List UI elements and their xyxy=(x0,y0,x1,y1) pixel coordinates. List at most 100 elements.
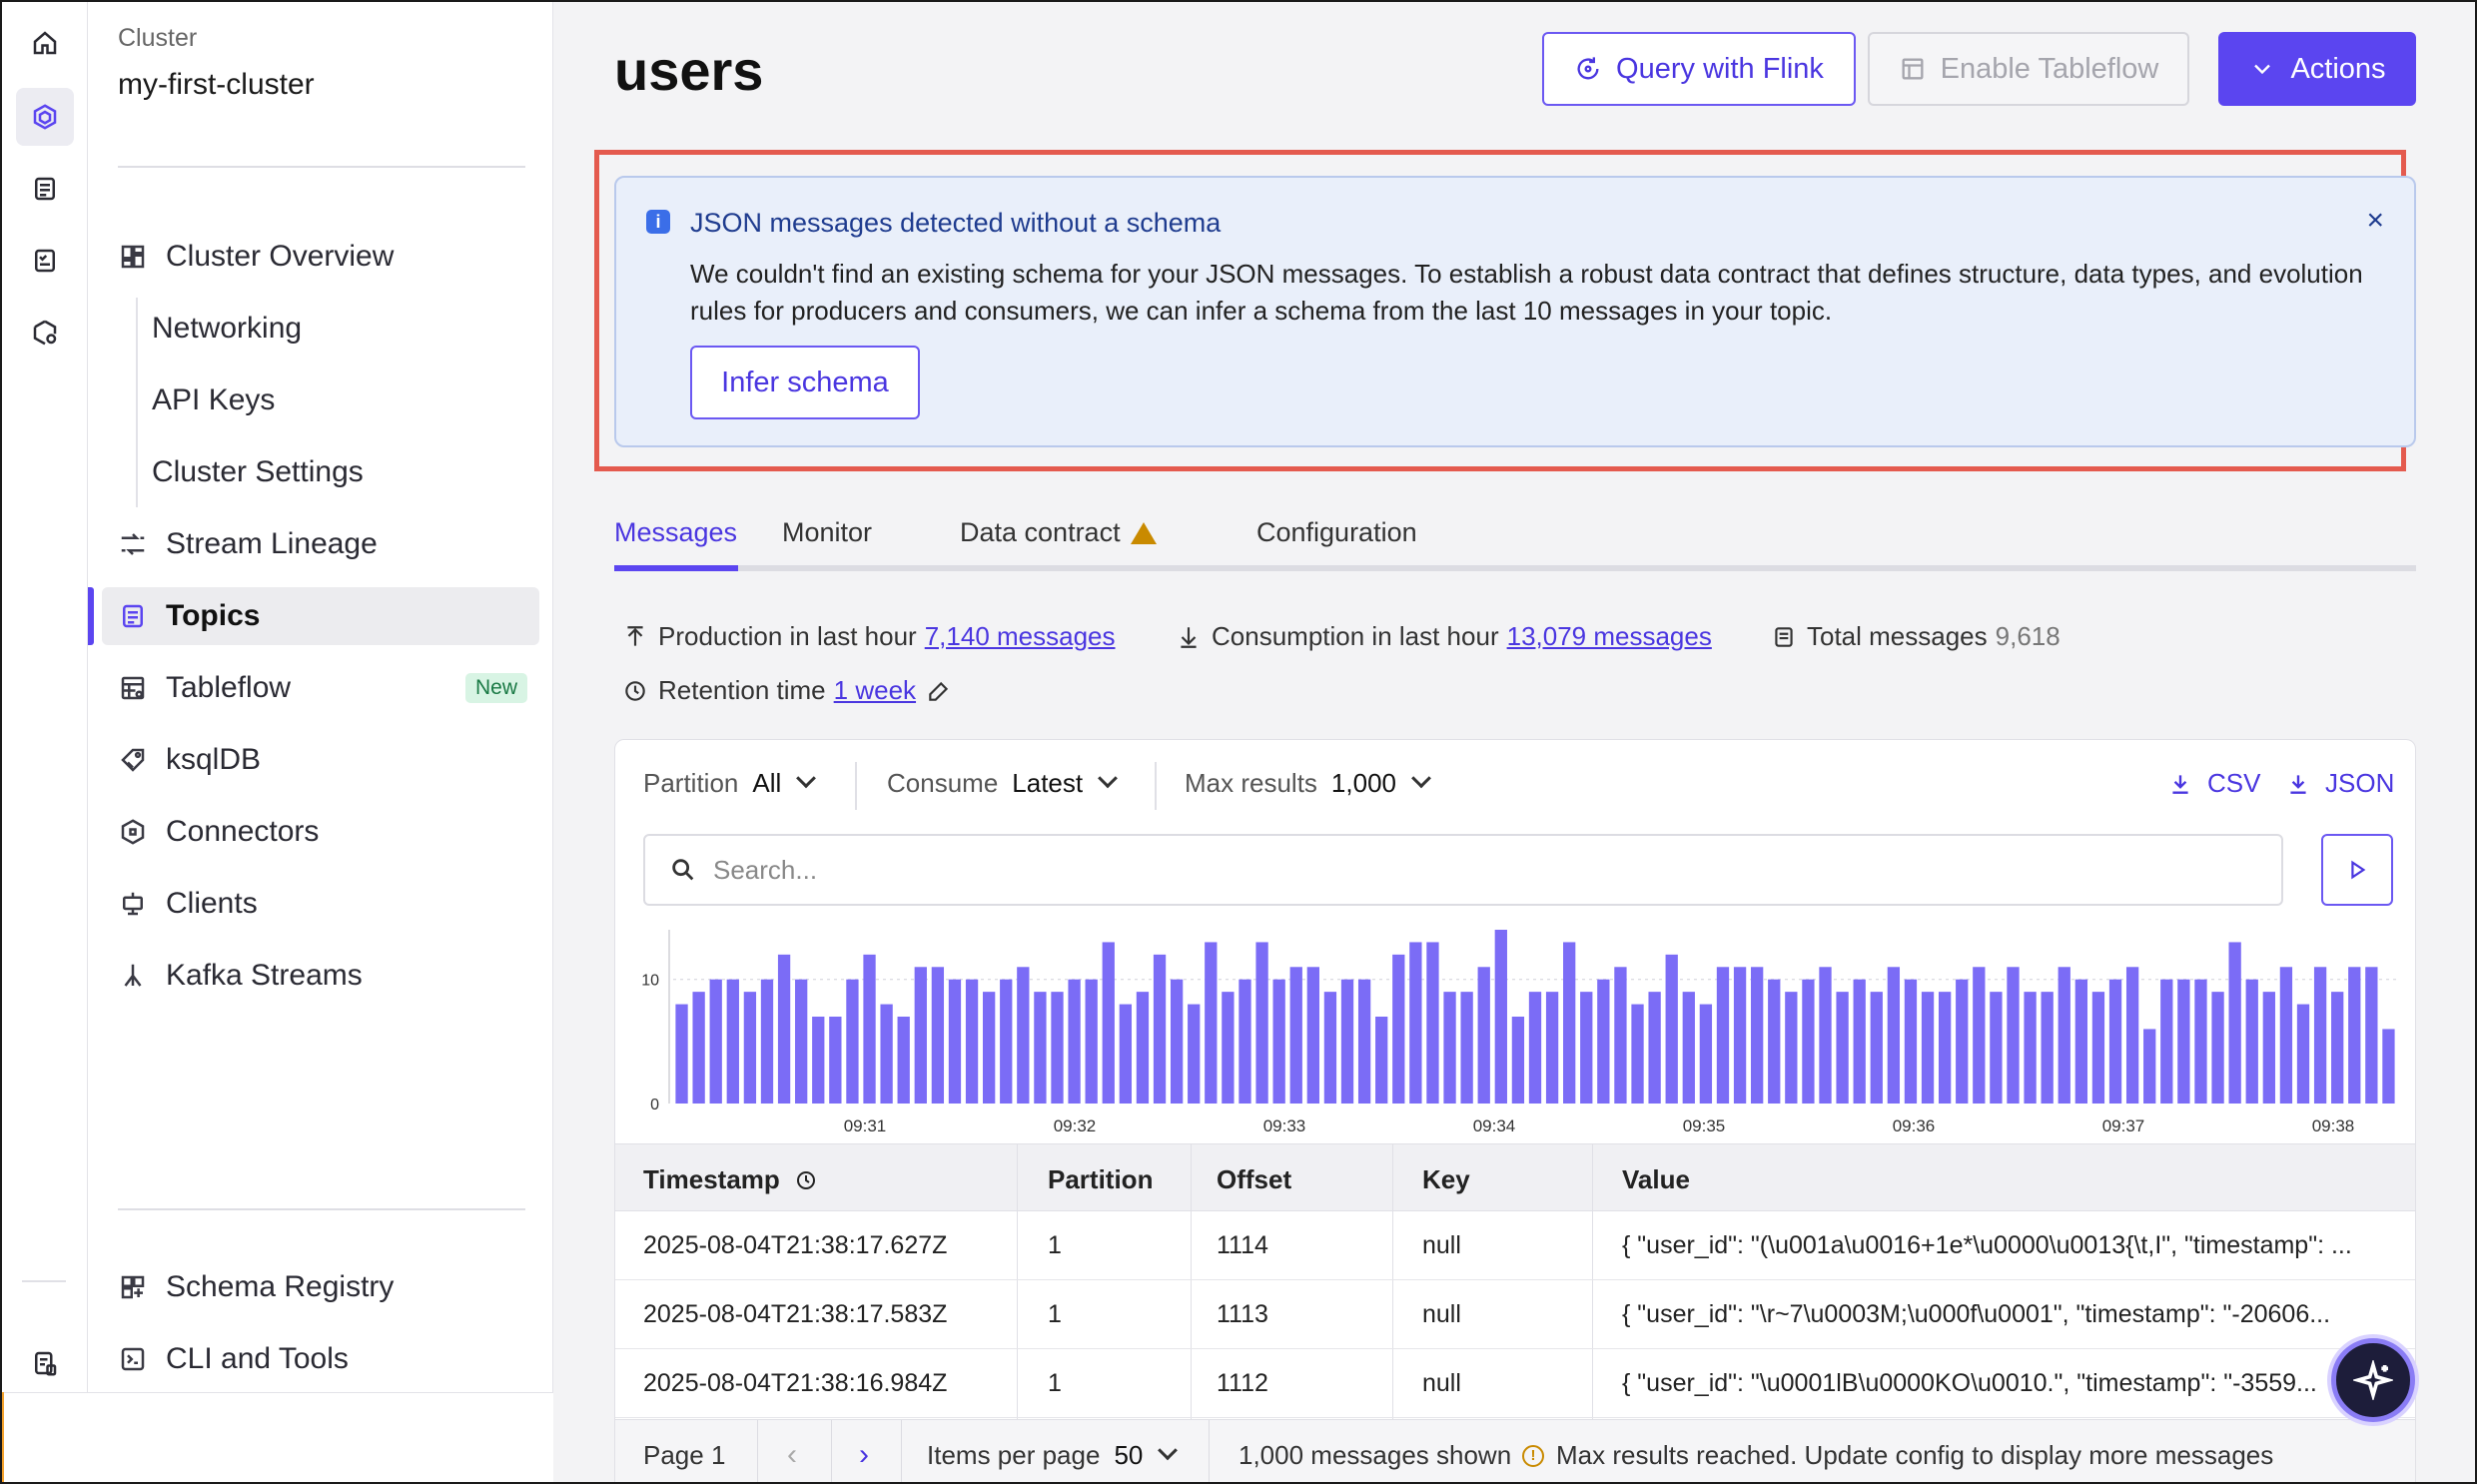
histogram-bar[interactable] xyxy=(2074,979,2087,1104)
histogram-bar[interactable] xyxy=(2177,979,2190,1104)
table-row[interactable]: 2025-08-04T21:38:17.583Z 1 1113 null { "… xyxy=(615,1280,2415,1349)
sidebar-item-schema-registry[interactable]: Schema Registry xyxy=(102,1258,539,1316)
search-input[interactable] xyxy=(713,854,2211,886)
sidebar-item-kafka-streams[interactable]: Kafka Streams xyxy=(102,947,539,1005)
consume-select[interactable]: Consume Latest xyxy=(887,767,1119,799)
histogram-bar[interactable] xyxy=(1119,1004,1133,1104)
items-per-page-select[interactable]: Items per page 50 xyxy=(927,1439,1179,1471)
histogram-bar[interactable] xyxy=(1716,967,1730,1104)
table-row[interactable]: 2025-08-04T21:38:17.627Z 1 1114 null { "… xyxy=(615,1211,2415,1280)
histogram-bar[interactable] xyxy=(914,967,927,1104)
histogram-bar[interactable] xyxy=(709,979,722,1104)
sidebar-item-networking[interactable]: Networking xyxy=(102,300,539,358)
histogram-bar[interactable] xyxy=(2262,992,2275,1104)
histogram-bar[interactable] xyxy=(1136,992,1150,1104)
histogram-bar[interactable] xyxy=(1990,992,2003,1104)
tab-monitor[interactable]: Monitor xyxy=(782,517,872,548)
histogram-bar[interactable] xyxy=(1222,992,1235,1104)
histogram-bar[interactable] xyxy=(2382,1029,2395,1104)
histogram-bar[interactable] xyxy=(880,1004,893,1104)
histogram-bar[interactable] xyxy=(1699,1004,1713,1104)
histogram-bar[interactable] xyxy=(2143,1029,2156,1104)
home-icon[interactable] xyxy=(16,14,74,72)
histogram-bar[interactable] xyxy=(1205,942,1218,1104)
histogram-bar[interactable] xyxy=(1819,967,1832,1104)
histogram-bar[interactable] xyxy=(1648,992,1661,1104)
histogram-bar[interactable] xyxy=(1631,1004,1644,1104)
histogram-bar[interactable] xyxy=(1460,992,1473,1104)
histogram-bar[interactable] xyxy=(2331,992,2344,1104)
histogram-bar[interactable] xyxy=(1409,942,1422,1104)
histogram-bar[interactable] xyxy=(1802,979,1815,1104)
histogram-bar[interactable] xyxy=(1068,979,1081,1104)
histogram-bar[interactable] xyxy=(1545,992,1559,1104)
histogram-bar[interactable] xyxy=(1665,954,1678,1104)
histogram-bar[interactable] xyxy=(846,979,859,1104)
histogram-bar[interactable] xyxy=(983,992,996,1104)
stream-governance-icon[interactable] xyxy=(16,232,74,290)
histogram-bar[interactable] xyxy=(1785,992,1798,1104)
tab-configuration[interactable]: Configuration xyxy=(1256,517,1417,548)
histogram-bar[interactable] xyxy=(1477,967,1490,1104)
histogram-bar[interactable] xyxy=(2041,992,2054,1104)
environments-icon[interactable] xyxy=(16,88,74,146)
consumption-link[interactable]: 13,079 messages xyxy=(1506,621,1712,651)
histogram-bar[interactable] xyxy=(1017,967,1030,1104)
histogram-bar[interactable] xyxy=(675,1004,688,1104)
billing-icon[interactable] xyxy=(16,1334,74,1392)
histogram-bar[interactable] xyxy=(1238,979,1251,1104)
histogram-bar[interactable] xyxy=(1188,1004,1201,1104)
retention-link[interactable]: 1 week xyxy=(833,675,917,705)
histogram-bar[interactable] xyxy=(2245,979,2258,1104)
histogram-bar[interactable] xyxy=(1085,979,1098,1104)
histogram-bar[interactable] xyxy=(692,992,705,1104)
download-csv-button[interactable]: CSV xyxy=(2167,768,2260,799)
table-row[interactable]: 2025-08-04T21:38:16.984Z 1 1112 null { "… xyxy=(615,1349,2415,1418)
histogram-bar[interactable] xyxy=(2024,992,2037,1104)
sidebar-item-stream-lineage[interactable]: Stream Lineage xyxy=(102,515,539,573)
sidebar-item-cluster-settings[interactable]: Cluster Settings xyxy=(102,443,539,501)
sidebar-item-cluster-overview[interactable]: Cluster Overview xyxy=(102,228,539,286)
histogram-bar[interactable] xyxy=(2365,967,2378,1104)
ai-assistant-button[interactable] xyxy=(2331,1338,2415,1422)
histogram-bar[interactable] xyxy=(1528,992,1542,1104)
histogram-bar[interactable] xyxy=(1733,967,1747,1104)
histogram-bar[interactable] xyxy=(812,1017,825,1104)
infer-schema-button[interactable]: Infer schema xyxy=(690,346,920,419)
max-results-select[interactable]: Max results 1,000 xyxy=(1185,767,1431,799)
histogram-bar[interactable] xyxy=(1597,979,1610,1104)
histogram-bar[interactable] xyxy=(2007,967,2020,1104)
histogram-bar[interactable] xyxy=(1000,979,1013,1104)
histogram-bar[interactable] xyxy=(1956,979,1969,1104)
histogram-bar[interactable] xyxy=(2211,992,2224,1104)
cluster-name[interactable]: my-first-cluster xyxy=(118,68,315,101)
histogram-bar[interactable] xyxy=(863,954,876,1104)
histogram-bar[interactable] xyxy=(1170,979,1184,1104)
production-link[interactable]: 7,140 messages xyxy=(924,621,1116,651)
histogram-bar[interactable] xyxy=(1357,979,1371,1104)
histogram-bar[interactable] xyxy=(1904,979,1918,1104)
play-button[interactable] xyxy=(2321,834,2393,906)
enable-tableflow-button[interactable]: Enable Tableflow xyxy=(1868,32,2189,106)
histogram-bar[interactable] xyxy=(897,1017,910,1104)
histogram-bar[interactable] xyxy=(2348,967,2361,1104)
histogram-bar[interactable] xyxy=(1768,979,1781,1104)
histogram-bar[interactable] xyxy=(1375,1017,1388,1104)
previous-page-icon[interactable]: ‹ xyxy=(787,1438,797,1471)
next-page-icon[interactable]: › xyxy=(859,1438,869,1471)
sidebar-item-cli-tools[interactable]: CLI and Tools xyxy=(102,1330,539,1388)
histogram-bar[interactable] xyxy=(2058,967,2070,1104)
histogram-bar[interactable] xyxy=(829,1017,842,1104)
sidebar-item-topics[interactable]: Topics xyxy=(102,587,539,645)
histogram-bar[interactable] xyxy=(1051,992,1064,1104)
histogram-bar[interactable] xyxy=(2279,967,2293,1104)
sidebar-item-api-keys[interactable]: API Keys xyxy=(102,371,539,429)
sidebar-item-clients[interactable]: Clients xyxy=(102,875,539,933)
sidebar-item-tableflow[interactable]: Tableflow New xyxy=(102,659,539,717)
histogram-bar[interactable] xyxy=(1836,992,1849,1104)
histogram-bar[interactable] xyxy=(1392,954,1405,1104)
integrations-icon[interactable] xyxy=(16,304,74,362)
histogram-bar[interactable] xyxy=(1511,1017,1525,1104)
tab-messages[interactable]: Messages xyxy=(614,517,737,548)
histogram-bar[interactable] xyxy=(1580,992,1593,1104)
